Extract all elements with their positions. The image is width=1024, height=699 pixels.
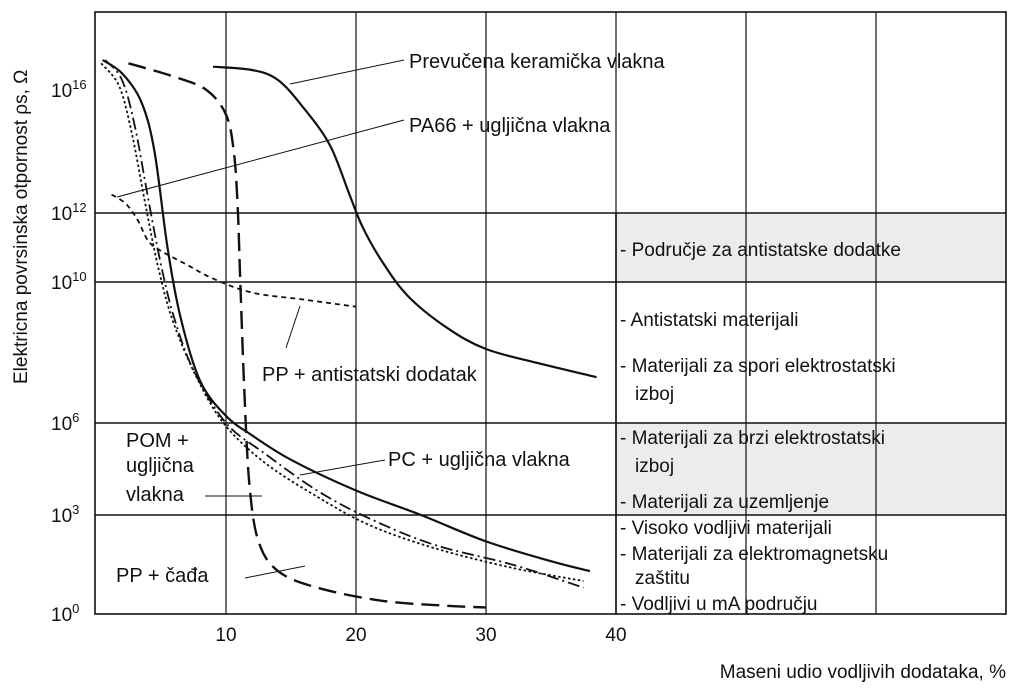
annotation-leader-3: [299, 459, 386, 476]
y-axis-title: Elektricna povrsinska otpornost ρs, Ω: [5, 18, 35, 388]
y-tick-base: 10: [51, 414, 72, 435]
annotation-label-2: PP + antistatski dodatak: [262, 364, 478, 386]
zone-shade-0: [616, 213, 1006, 282]
zone-label-1-1: - Materijali za spori elektrostatski: [620, 356, 896, 377]
annotation-label-4: POM +: [126, 430, 189, 452]
zone-label-2-0: - Materijali za brzi elektrostatski: [620, 428, 885, 449]
grid-layer: [94, 11, 1007, 615]
y-tick-label-5: 1016: [51, 77, 87, 102]
annotation-leader-2: [285, 305, 301, 349]
y-tick-label-4: 1012: [51, 200, 87, 225]
y-tick-label-3: 1010: [51, 269, 87, 294]
series-line-3: [101, 59, 591, 573]
annotation-label-7: PP + čađa: [116, 565, 209, 587]
annotation-label-6: vlakna: [126, 484, 185, 506]
x-tick-label-3: 40: [605, 625, 626, 646]
series-line-0: [212, 65, 597, 379]
y-tick-exponent: 0: [72, 601, 79, 616]
y-tick-exponent: 3: [72, 502, 79, 517]
x-axis-title: Maseni udio vodljivih dodataka, %: [719, 662, 1006, 683]
annotation-leader-1: [116, 119, 405, 198]
x-tick-label-2: 30: [475, 625, 496, 646]
series-line-2: [111, 193, 357, 308]
x-tick-label-1: 20: [345, 625, 366, 646]
y-tick-label-0: 100: [51, 601, 79, 626]
annotation-label-3: PC + ugljična vlakna: [388, 449, 571, 471]
leader-layer: [116, 59, 405, 579]
series-line-1: [128, 62, 487, 609]
y-tick-label-1: 103: [51, 502, 79, 527]
y-tick-label-2: 106: [51, 410, 79, 435]
label-layer: Prevučena keramička vlakna PA66 + ugljičn…: [116, 51, 901, 615]
zone-label-1-0: - Antistatski materijali: [620, 310, 798, 331]
y-tick-base: 10: [51, 273, 72, 294]
y-tick-base: 10: [51, 506, 72, 527]
annotation-leader-0: [289, 59, 405, 85]
zone-layer: [616, 213, 1006, 515]
y-tick-base: 10: [51, 81, 72, 102]
plot-frame: [94, 11, 1007, 615]
x-tick-label-0: 10: [215, 625, 236, 646]
annotation-label-5: ugljična: [126, 455, 195, 477]
series-layer: [100, 59, 597, 609]
y-tick-exponent: 10: [72, 269, 86, 284]
annotation-leader-5: [244, 565, 306, 579]
annotation-label-0: Prevučena keramička vlakna: [409, 51, 666, 73]
y-tick-exponent: 12: [72, 200, 86, 215]
y-tick-base: 10: [51, 204, 72, 225]
y-axis-title-text: Elektricna povrsinska otpornost ρs, Ω: [11, 69, 32, 384]
zone-label-3-0: - Visoko vodljivi materijali: [620, 518, 832, 539]
y-tick-exponent: 6: [72, 410, 79, 425]
y-tick-exponent: 16: [72, 77, 86, 92]
zone-shade-2: [616, 423, 1006, 515]
y-tick-base: 10: [51, 605, 72, 626]
zone-label-1-2: izboj: [635, 384, 674, 405]
zone-label-2-2: - Materijali za uzemljenje: [620, 492, 829, 513]
series-line-4: [104, 59, 584, 589]
zone-label-2-1: izboj: [635, 456, 674, 477]
zone-label-3-1: - Materijali za elektromagnetsku: [620, 544, 888, 565]
zone-label-3-2: zaštitu: [635, 568, 690, 589]
zone-label-3-3: - Vodljivi u mA području: [620, 594, 818, 615]
series-line-5: [100, 62, 584, 582]
zone-label-0-0: - Područje za antistatske dodatke: [620, 240, 901, 261]
annotation-label-1: PA66 + ugljična vlakna: [409, 115, 611, 137]
